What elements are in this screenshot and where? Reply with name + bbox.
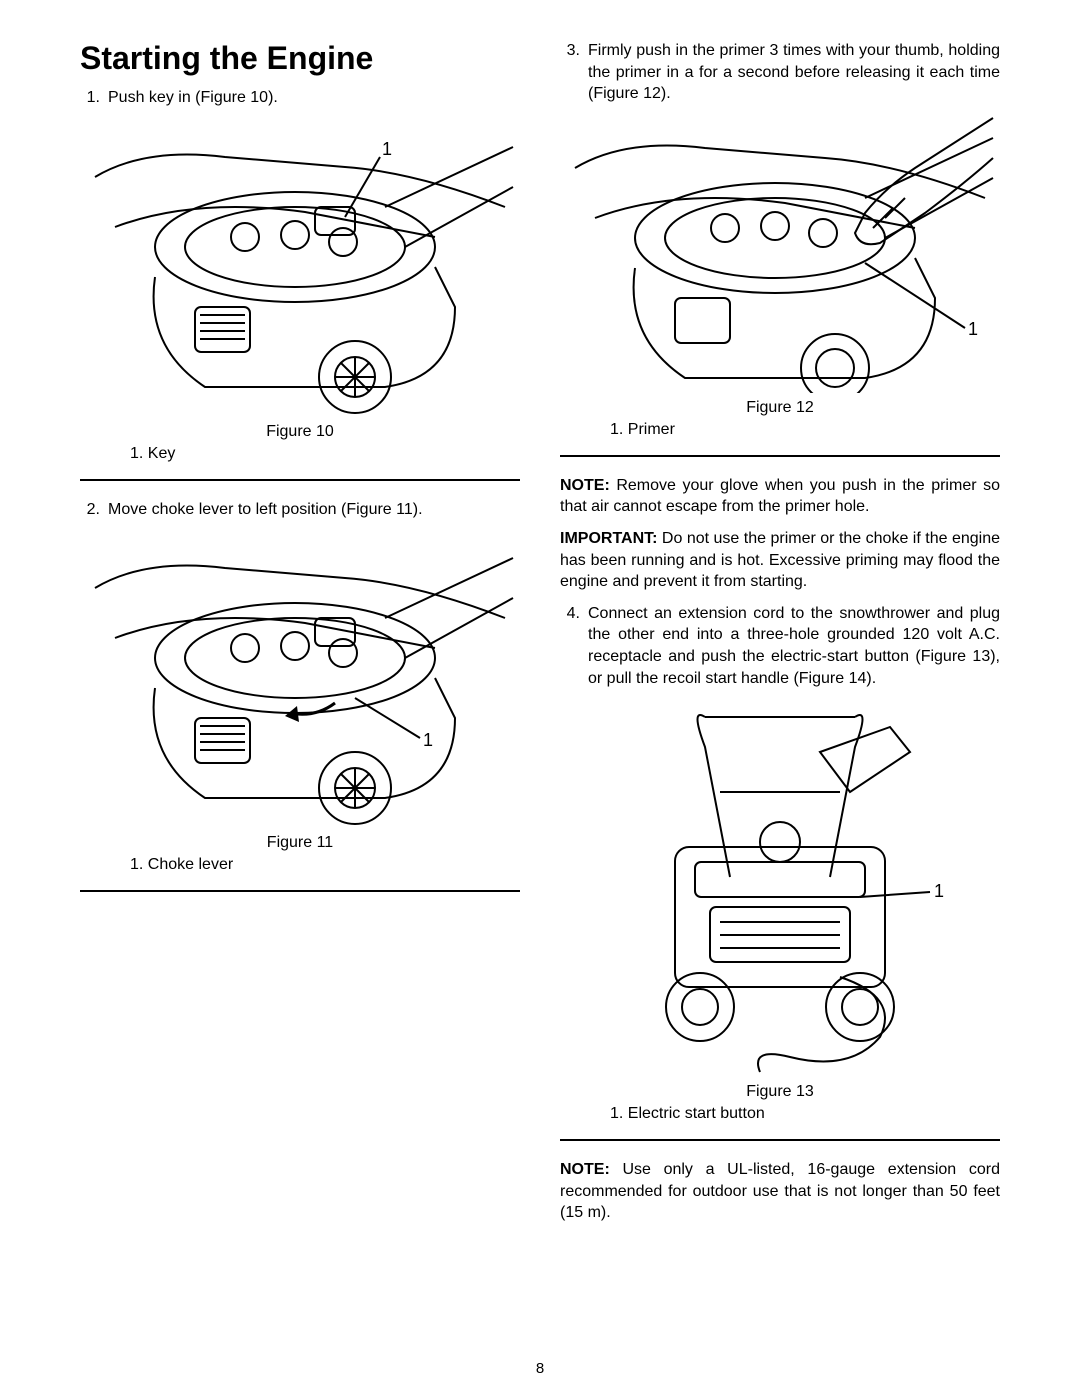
figure-11-caption: Figure 11 [80, 834, 520, 852]
snowthrower-rear-electric-start-icon: 1 [590, 697, 970, 1077]
figure-12-block: 1 Figure 12 1. Primer [560, 113, 1000, 439]
two-column-layout: Starting the Engine 1. Push key in (Figu… [80, 40, 1000, 1234]
step-text: Firmly push in the primer 3 times with y… [588, 40, 1000, 105]
callout-number: 1 [968, 319, 978, 339]
figure-11-block: 1 Figure 11 1. Choke lever [80, 528, 520, 874]
figure-10-image: 1 [80, 117, 520, 417]
important-lead: IMPORTANT: [560, 530, 657, 547]
figure-10-caption: Figure 10 [80, 423, 520, 441]
divider [560, 455, 1000, 457]
step-text: Push key in (Figure 10). [108, 87, 520, 109]
step-3: 3. Firmly push in the primer 3 times wit… [560, 40, 1000, 105]
figure-12-caption: Figure 12 [560, 399, 1000, 417]
step-number: 2. [80, 499, 108, 521]
figure-11-image: 1 [80, 528, 520, 828]
steps-list-right: 3. Firmly push in the primer 3 times wit… [560, 40, 1000, 105]
steps-list-right-2: 4. Connect an extension cord to the snow… [560, 603, 1000, 689]
page-number: 8 [536, 1360, 544, 1377]
note-primer-glove: NOTE: Remove your glove when you push in… [560, 475, 1000, 518]
step-number: 1. [80, 87, 108, 109]
step-text: Move choke lever to left position (Figur… [108, 499, 520, 521]
divider [80, 479, 520, 481]
step-2: 2. Move choke lever to left position (Fi… [80, 499, 520, 521]
figure-12-legend: 1. Primer [560, 421, 1000, 439]
divider [80, 890, 520, 892]
step-1: 1. Push key in (Figure 10). [80, 87, 520, 109]
steps-list-left-2: 2. Move choke lever to left position (Fi… [80, 499, 520, 521]
snowthrower-engine-key-icon: 1 [85, 117, 515, 417]
figure-13-caption: Figure 13 [560, 1083, 1000, 1101]
figure-10-legend: 1. Key [80, 445, 520, 463]
note-lead: NOTE: [560, 477, 610, 494]
step-number: 4. [560, 603, 588, 689]
left-column: Starting the Engine 1. Push key in (Figu… [80, 40, 520, 1234]
figure-11-legend: 1. Choke lever [80, 856, 520, 874]
section-heading: Starting the Engine [80, 40, 520, 77]
note-extension-cord: NOTE: Use only a UL-listed, 16-gauge ext… [560, 1159, 1000, 1224]
step-number: 3. [560, 40, 588, 105]
figure-13-image: 1 [560, 697, 1000, 1077]
callout-number: 1 [423, 730, 433, 750]
note-lead: NOTE: [560, 1161, 610, 1178]
figure-12-image: 1 [560, 113, 1000, 393]
snowthrower-engine-choke-icon: 1 [85, 528, 515, 828]
callout-number: 1 [934, 881, 944, 901]
divider [560, 1139, 1000, 1141]
manual-page: Starting the Engine 1. Push key in (Figu… [0, 0, 1080, 1397]
important-hot-engine: IMPORTANT: Do not use the primer or the … [560, 528, 1000, 593]
note-text: Use only a UL-listed, 16-gauge extension… [560, 1161, 1000, 1221]
snowthrower-engine-primer-icon: 1 [565, 113, 995, 393]
figure-10-block: 1 Figure 10 1. Key [80, 117, 520, 463]
steps-list-left: 1. Push key in (Figure 10). [80, 87, 520, 109]
figure-13-block: 1 Figure 13 1. Electric start button [560, 697, 1000, 1123]
figure-13-legend: 1. Electric start button [560, 1105, 1000, 1123]
step-text: Connect an extension cord to the snowthr… [588, 603, 1000, 689]
step-4: 4. Connect an extension cord to the snow… [560, 603, 1000, 689]
callout-number: 1 [382, 139, 392, 159]
note-text: Remove your glove when you push in the p… [560, 477, 1000, 516]
right-column: 3. Firmly push in the primer 3 times wit… [560, 40, 1000, 1234]
